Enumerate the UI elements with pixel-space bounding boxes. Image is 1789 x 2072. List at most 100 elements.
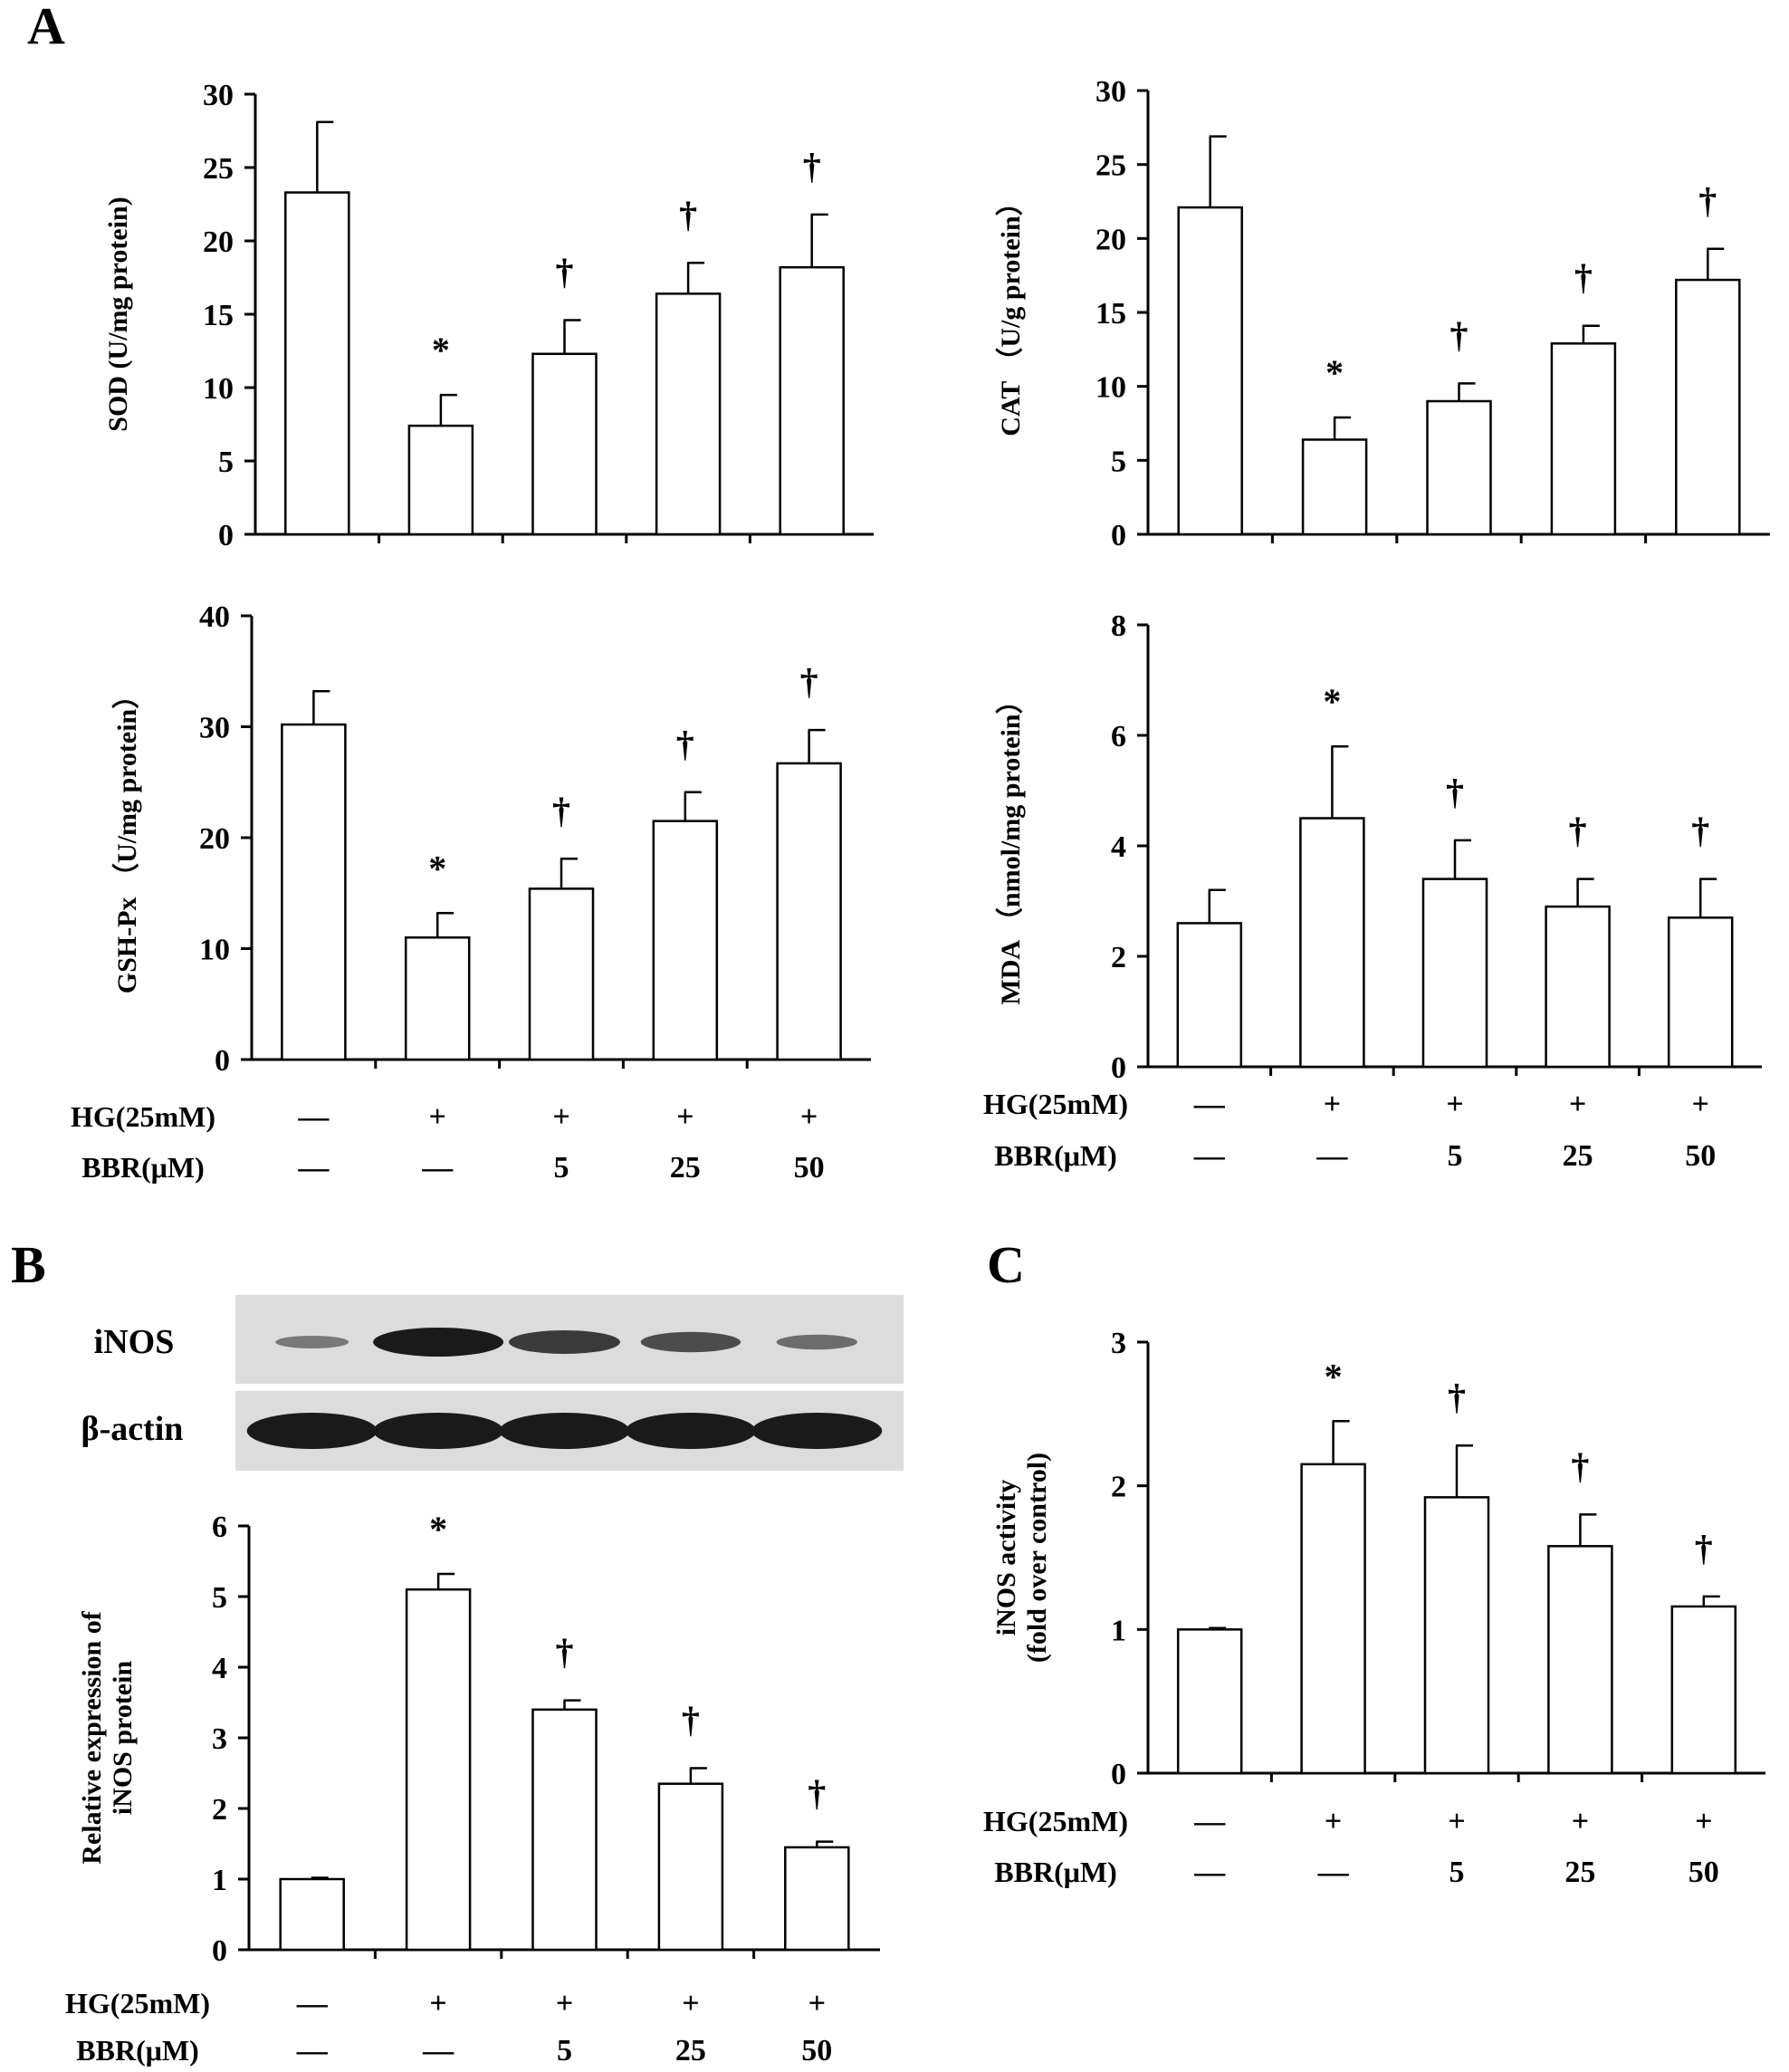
y-tick-label: 10 (1095, 371, 1126, 405)
y-tick-label: 2 (212, 1793, 227, 1827)
hg-mark: + (1695, 1805, 1712, 1838)
bbr-label: BBR(μM) (81, 1151, 204, 1184)
inos-blot-label: iNOS (94, 1323, 175, 1361)
bar (407, 424, 474, 536)
bar (1675, 278, 1741, 536)
bar (1547, 1545, 1613, 1775)
significance-mark: * (1325, 352, 1344, 393)
bar (1667, 916, 1734, 1069)
bbr-mark: 5 (1449, 1856, 1465, 1889)
significance-mark: * (432, 330, 450, 370)
y-tick-label: 30 (203, 79, 234, 112)
hg-mark: + (429, 1100, 446, 1134)
y-tick-label: 30 (1095, 75, 1126, 109)
bbr-mark: — (1315, 1139, 1348, 1173)
significance-mark: † (552, 790, 570, 830)
bar (279, 1877, 345, 1952)
hg-mark: — (296, 1987, 329, 2020)
hg-mark: + (552, 1100, 569, 1134)
hg-mark: + (676, 1100, 694, 1134)
bar (655, 293, 722, 536)
bbr-mark: 5 (1448, 1139, 1463, 1173)
bbr-mark: 25 (675, 2034, 706, 2067)
hg-label: HG(25mM) (983, 1088, 1128, 1120)
hg-mark: — (297, 1100, 330, 1134)
significance-mark: † (556, 251, 574, 292)
y-tick-label: 0 (1111, 1758, 1126, 1791)
y-tick-label: 40 (199, 600, 230, 634)
bar (404, 936, 471, 1061)
y-tick-label: 0 (1111, 1051, 1126, 1085)
hg-mark: + (1446, 1088, 1463, 1121)
bar (784, 1846, 850, 1952)
actin-band (625, 1413, 756, 1449)
inos-band (640, 1331, 741, 1353)
significance-mark: † (800, 661, 818, 702)
y-tick-label: 2 (1111, 1471, 1126, 1504)
hg-mark: + (556, 1987, 573, 2020)
bbr-mark: — (297, 1151, 330, 1185)
bar (531, 352, 598, 536)
hg-mark: + (808, 1987, 826, 2020)
bbr-mark: 25 (1563, 1139, 1593, 1173)
significance-mark: * (1325, 1356, 1343, 1396)
significance-mark: † (1571, 1445, 1589, 1486)
significance-mark: † (679, 194, 697, 235)
bar (1426, 399, 1492, 536)
chart-sod: 0 5 10 15 20 25 30 SOD (U/mg protein) * † † † (103, 79, 874, 552)
y-tick-label: 30 (199, 712, 230, 745)
significance-mark: † (803, 146, 821, 187)
y-tick-label: 6 (1111, 720, 1126, 753)
bar (779, 265, 845, 536)
bar (531, 1708, 598, 1952)
significance-mark: † (1574, 257, 1593, 298)
bar (1176, 1628, 1243, 1775)
bbr-mark: — (1193, 1856, 1226, 1889)
bar (1177, 206, 1243, 536)
y-tick-label: 10 (203, 372, 234, 406)
bar (281, 723, 347, 1061)
bar (1670, 1605, 1737, 1775)
actin-band (499, 1413, 630, 1449)
actin-band (246, 1413, 378, 1449)
bbr-mark: — (421, 1151, 454, 1185)
y-tick-label: 0 (1111, 519, 1126, 552)
bbr-mark: 50 (794, 1151, 825, 1185)
y-tick-label: 6 (212, 1511, 227, 1544)
actin-band (373, 1413, 504, 1449)
y-axis-label: GSH-Px （U/mg protein） (111, 682, 142, 993)
significance-mark: * (428, 848, 446, 888)
significance-mark: † (1446, 772, 1464, 812)
significance-mark: † (556, 1632, 574, 1673)
y-tick-label: 0 (218, 519, 234, 552)
y-tick-label: 2 (1111, 941, 1126, 974)
inos-band (509, 1330, 620, 1354)
y-axis-label: (fold over control) (1022, 1453, 1052, 1663)
significance-mark: † (1450, 314, 1469, 355)
bar (1423, 1496, 1490, 1775)
y-tick-label: 25 (203, 152, 234, 186)
y-tick-label: 0 (215, 1044, 230, 1078)
bar (284, 191, 350, 536)
hg-label: HG(25mM) (65, 1987, 210, 2019)
hg-mark: + (1572, 1805, 1589, 1838)
inos-band (776, 1334, 857, 1350)
y-tick-label: 10 (199, 934, 230, 967)
hg-label: HG(25mM) (983, 1805, 1128, 1837)
y-tick-label: 15 (203, 299, 234, 332)
panel-letter-b: B (11, 1235, 46, 1294)
y-tick-label: 15 (1095, 297, 1126, 331)
bar (405, 1588, 472, 1952)
bbr-mark: — (1193, 1139, 1226, 1173)
western-blot: iNOS β-actin (81, 1295, 904, 1471)
y-tick-label: 20 (1095, 223, 1126, 256)
y-tick-label: 0 (212, 1934, 227, 1968)
bar (1299, 817, 1365, 1069)
chart-gsh: 0 10 20 30 40 GSH-Px （U/mg protein） * † † † HG(25m… (71, 600, 871, 1185)
y-tick-label: 20 (199, 822, 230, 856)
bbr-mark: 5 (557, 2034, 572, 2067)
y-tick-label: 3 (1111, 1327, 1126, 1360)
y-axis-label: CAT （U/g protein） (995, 188, 1026, 436)
